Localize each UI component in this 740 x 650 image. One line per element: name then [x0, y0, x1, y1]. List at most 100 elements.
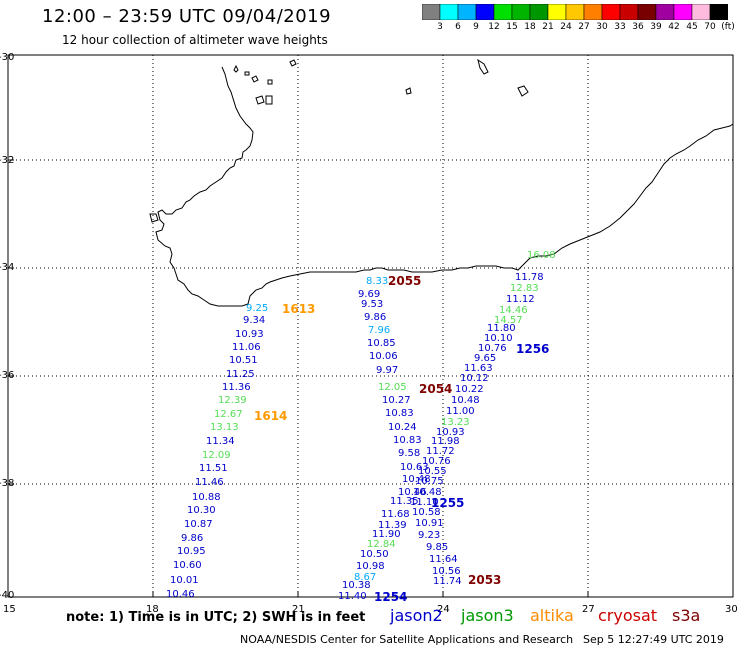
wave-height-value: 9.97: [376, 365, 399, 376]
axis-ticks: [8, 54, 589, 598]
map-title: 12:00 – 23:59 UTC 09/04/2019: [42, 6, 332, 27]
lat-label: -30: [0, 52, 15, 63]
wave-height-value: 11.63: [464, 363, 493, 374]
pass-time-label: 2055: [388, 274, 422, 288]
wave-height-value: 12.09: [202, 450, 231, 461]
legend-altika: altika: [530, 606, 574, 625]
legend-s3a: s3a: [672, 606, 701, 625]
wave-height-value: 10.48: [402, 474, 431, 485]
wave-height-value: 10.76: [478, 343, 507, 354]
color-scale-label: 36: [632, 22, 644, 32]
pass-time-label: 1614: [254, 409, 288, 423]
wave-height-value: 9.34: [243, 315, 266, 326]
wave-height-value: 10.93: [436, 427, 465, 438]
wave-height-value: 10.48: [451, 395, 480, 406]
color-scale-label: 70: [704, 22, 716, 32]
wave-height-value: 11.64: [429, 554, 458, 565]
wave-height-value: 10.24: [388, 422, 417, 433]
wave-height-value: 10.76: [422, 456, 451, 467]
wave-height-value: 10.83: [385, 408, 414, 419]
color-scale-label: 18: [524, 22, 536, 32]
wave-height-value: 10.01: [170, 575, 199, 586]
color-scale-label: 39: [650, 22, 662, 32]
wave-height-value: 10.95: [177, 546, 206, 557]
wave-height-value: 8.33: [366, 276, 389, 287]
color-scale-label: 33: [614, 22, 626, 32]
color-scale-label: 12: [488, 22, 500, 32]
lat-label: -38: [0, 478, 15, 489]
wave-height-value: 10.91: [415, 518, 444, 529]
wave-height-value: 9.58: [398, 448, 421, 459]
wave-height-value: 10.22: [455, 384, 484, 395]
wave-height-value: 11.98: [431, 436, 460, 447]
lon-label: 21: [292, 604, 305, 615]
wave-height-value: 10.27: [382, 395, 411, 406]
color-scale-labels: 3 6 9 12 15 18 21 24 27 30 33 36 39 42 45 70 (ft): [422, 22, 735, 34]
wave-height-value: 13.13: [210, 422, 239, 433]
wave-height-value: 11.00: [446, 406, 475, 417]
color-scale-label: 42: [668, 22, 680, 32]
footer-timestamp: Sep 5 12:27:49 UTC 2019: [583, 633, 724, 646]
wave-height-value: 8.67: [354, 572, 377, 583]
color-scale-label: 9: [473, 22, 479, 32]
lon-label: 30: [725, 604, 738, 615]
wave-height-value: 11.10: [410, 497, 439, 508]
wave-height-value: 11.68: [381, 509, 410, 520]
wave-height-value: 11.35: [390, 496, 419, 507]
wave-height-value: 10.75: [415, 476, 444, 487]
color-scale-label: 6: [455, 22, 461, 32]
wave-height-value: 11.78: [515, 272, 544, 283]
lat-label: -32: [0, 155, 15, 166]
wave-height-value: 10.93: [235, 329, 264, 340]
pass-time-label: 2053: [468, 573, 502, 587]
legend-jason3: jason3: [461, 606, 514, 625]
wave-height-value: 10.10: [484, 333, 513, 344]
pass-time-label: 1613: [282, 302, 316, 316]
wave-height-value: 12.67: [214, 409, 243, 420]
wave-height-value: 10.51: [229, 355, 258, 366]
lat-label: -36: [0, 370, 15, 381]
wave-height-value: 9.85: [426, 542, 449, 553]
wave-height-value: 10.38: [342, 580, 371, 591]
wave-height-value: 11.34: [206, 436, 235, 447]
wave-height-value: 12.83: [510, 283, 539, 294]
wave-height-value: 10.48: [413, 487, 442, 498]
wave-height-value: 11.72: [426, 446, 455, 457]
lat-label: -34: [0, 262, 15, 273]
color-scale-label: 30: [596, 22, 608, 32]
legend-jason2: jason2: [390, 606, 443, 625]
pass-time-label: 1254: [374, 590, 408, 604]
wave-height-value: 10.58: [412, 507, 441, 518]
wave-height-value: 10.12: [460, 373, 489, 384]
color-scale-label: 15: [506, 22, 518, 32]
coastline: [155, 66, 734, 307]
units-note: note: 1) Time is in UTC; 2) SWH is in fe…: [66, 610, 366, 625]
wave-height-value: 10.88: [192, 492, 221, 503]
inland-features: [149, 58, 529, 223]
wave-height-value: 14.46: [499, 305, 528, 316]
pass-time-label: 2054: [419, 382, 453, 396]
map-gridlines: [8, 55, 733, 597]
wave-height-value: 11.06: [232, 342, 261, 353]
wave-height-value: 10.83: [393, 435, 422, 446]
wave-height-value: 10.85: [367, 338, 396, 349]
map-subtitle: 12 hour collection of altimeter wave hei…: [62, 33, 328, 47]
lon-label: 15: [3, 604, 16, 615]
wave-height-value: 11.12: [506, 294, 535, 305]
wave-height-value: 10.30: [187, 505, 216, 516]
wave-height-value: 11.36: [222, 382, 251, 393]
wave-height-value: 9.23: [418, 530, 441, 541]
wave-height-value: 9.69: [358, 289, 381, 300]
lon-label: 24: [437, 604, 450, 615]
color-scale-label: 27: [578, 22, 590, 32]
map-frame: [7, 54, 734, 598]
pass-time-label: 1256: [516, 342, 550, 356]
wave-height-value: 10.56: [432, 566, 461, 577]
color-scale-swatch: [709, 4, 728, 20]
wave-height-value: 11.90: [372, 529, 401, 540]
wave-height-value: 10.46: [398, 487, 427, 498]
wave-height-value: 12.84: [367, 539, 396, 550]
color-scale-label: 3: [437, 22, 443, 32]
wave-height-value: 9.86: [181, 533, 204, 544]
wave-height-value: 11.74: [433, 576, 462, 587]
